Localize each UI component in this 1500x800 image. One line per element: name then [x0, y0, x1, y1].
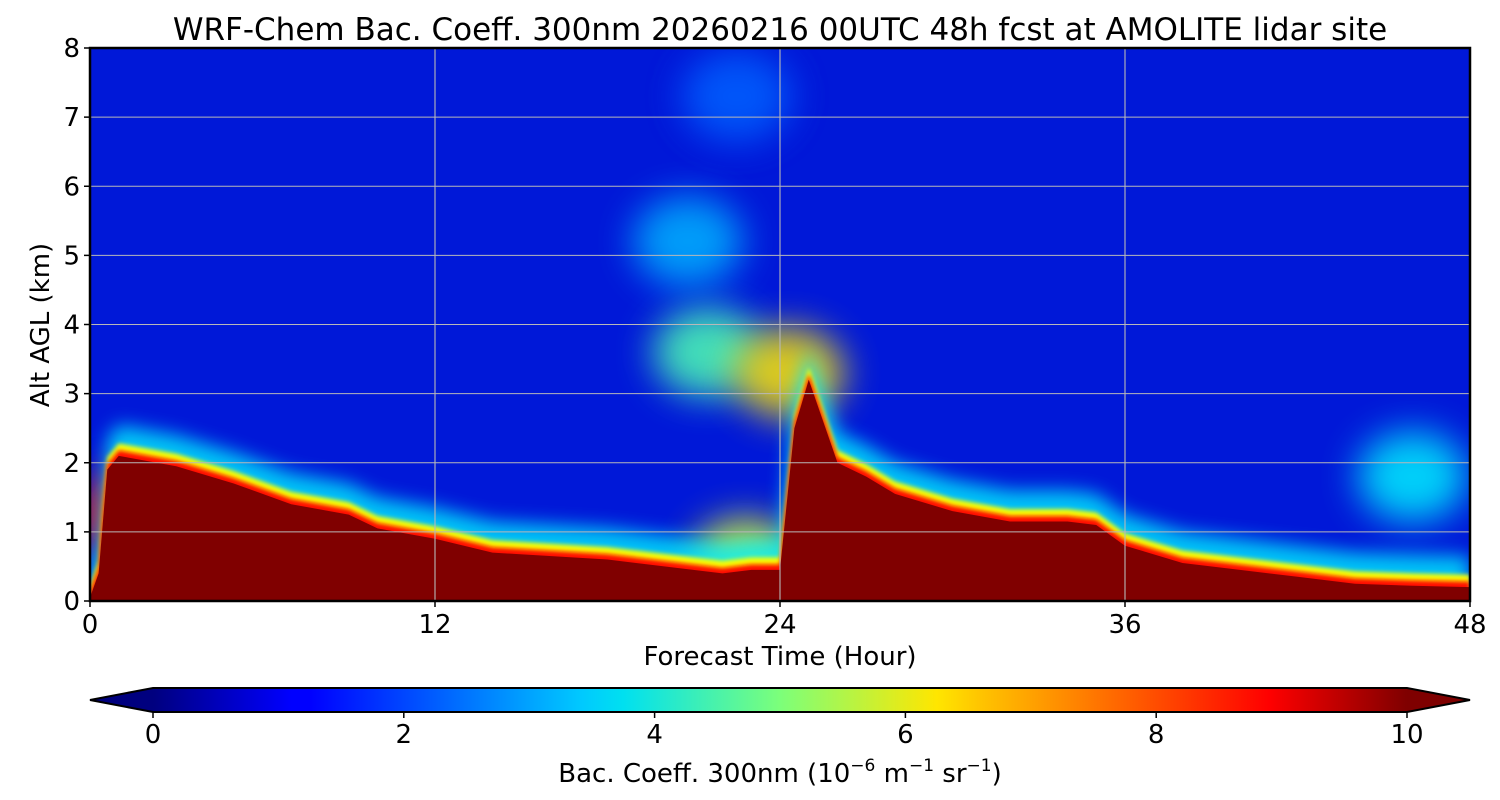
y-axis: 0 1 2 3 4 5 6 7 8 — [63, 34, 90, 617]
y-axis-label: Alt AGL (km) — [26, 243, 56, 407]
cbar-tick-label-10: 10 — [1390, 720, 1423, 750]
colorbar-ticks: 0 2 4 6 8 10 — [145, 712, 1424, 750]
plume-5 — [633, 196, 743, 287]
plume-4 — [1357, 431, 1468, 522]
colorbar-body — [153, 688, 1407, 712]
y-tick-label-0: 0 — [63, 587, 80, 617]
heatmap-field — [90, 48, 1470, 601]
x-tick-label-0: 0 — [82, 610, 99, 640]
y-tick-label-1: 1 — [63, 518, 80, 548]
cbar-tick-label-4: 4 — [646, 720, 663, 750]
x-tick-label-36: 36 — [1108, 610, 1141, 640]
cbar-tick-label-8: 8 — [1148, 720, 1165, 750]
plume-6 — [681, 51, 792, 142]
cbar-tick-label-0: 0 — [145, 720, 162, 750]
y-tick-label-5: 5 — [63, 241, 80, 271]
chart-title: WRF-Chem Bac. Coeff. 300nm 20260216 00UT… — [173, 12, 1387, 48]
y-tick-label-3: 3 — [63, 380, 80, 410]
colorbar-extend-high — [1407, 688, 1470, 712]
y-tick-label-7: 7 — [63, 103, 80, 133]
y-tick-label-8: 8 — [63, 34, 80, 64]
colorbar-label: Bac. Coeff. 300nm (10−6 m−1 sr−1) — [558, 756, 1001, 789]
cbar-tick-label-2: 2 — [396, 720, 413, 750]
x-tick-label-48: 48 — [1453, 610, 1486, 640]
colorbar-extend-low — [90, 688, 153, 712]
y-tick-label-6: 6 — [63, 172, 80, 202]
cbar-tick-label-6: 6 — [897, 720, 914, 750]
x-axis: 0 12 24 36 48 — [82, 601, 1487, 640]
colorbar: 0 2 4 6 8 10 Bac. Coeff. 300nm (10−6 m−1 sr−1… — [89, 687, 1471, 789]
y-tick-label-2: 2 — [63, 449, 80, 479]
x-axis-label: Forecast Time (Hour) — [643, 642, 916, 672]
x-tick-label-24: 24 — [763, 610, 796, 640]
y-tick-label-4: 4 — [63, 311, 80, 341]
grid — [90, 48, 1470, 601]
x-tick-label-12: 12 — [418, 610, 451, 640]
